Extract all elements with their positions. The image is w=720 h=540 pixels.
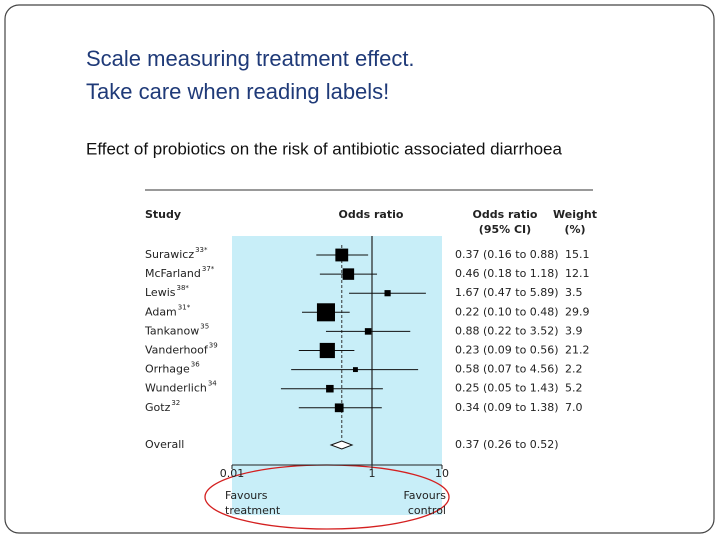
annotation: Favours [225,489,268,502]
study-name: Surawicz [145,248,194,261]
x-tick-label: 0.01 [220,467,245,480]
study-ref: 34 [208,380,217,388]
ci-label: 0.25 (0.05 to 1.43) [455,382,559,395]
header: Odds ratio [339,208,404,221]
study-name: McFarland [145,267,201,280]
weight-label: 7.0 [565,401,583,414]
weight-label: 15.1 [565,248,590,261]
study-name: Gotz [145,401,171,414]
weight-label: 5.2 [565,382,583,395]
ci-label: 0.46 (0.18 to 1.18) [455,267,559,280]
header: Odds ratio [473,208,538,221]
weight-label: 3.9 [565,324,583,337]
x-tick-label: 10 [435,467,449,480]
ci-label: 1.67 (0.47 to 5.89) [455,286,559,299]
slide-title: Take care when reading labels! [86,79,389,104]
study-name: Wunderlich [145,382,207,395]
study-name: Vanderhoof [145,344,209,357]
study-ref: 37* [202,265,215,273]
slide-title: Scale measuring treatment effect. [86,46,415,71]
estimate-square [342,268,355,280]
estimate-square [352,367,358,373]
estimate-square [319,342,335,359]
annotation: treatment [225,504,281,517]
ci-label: 0.37 (0.26 to 0.52) [455,438,559,451]
estimate-square [335,248,349,262]
estimate-square [326,384,334,393]
study-ref: 38* [177,284,190,292]
ci-label: 0.22 (0.10 to 0.48) [455,305,559,318]
chart-title: Effect of probiotics on the risk of anti… [86,139,562,158]
weight-label: 2.2 [565,363,583,376]
study-name: Overall [145,438,184,451]
annotation: Favours [403,489,446,502]
annotation: control [408,504,446,517]
study-name: Tankanow [144,324,199,337]
ci-label: 0.23 (0.09 to 0.56) [455,344,559,357]
weight-label: 3.5 [565,286,583,299]
ci-label: 0.37 (0.16 to 0.88) [455,248,559,261]
study-ref: 39 [209,342,218,350]
ci-label: 0.58 (0.07 to 4.56) [455,363,559,376]
study-ref: 33* [195,246,208,254]
estimate-square [364,328,372,335]
study-ref: 36 [191,361,200,369]
study-name: Lewis [145,286,176,299]
overall-diamond [329,440,354,450]
header: Study [145,208,181,221]
ci-label: 0.34 (0.09 to 1.38) [455,401,559,414]
study-ref: 35 [200,322,209,330]
estimate-square [334,403,344,413]
study-name: Adam [145,305,177,318]
header: (95% CI) [479,223,531,236]
ci-label: 0.88 (0.22 to 3.52) [455,324,559,337]
study-name: Orrhage [145,363,190,376]
header: Weight [553,208,597,221]
header: (%) [564,223,585,236]
estimate-square [384,290,391,297]
x-tick-label: 1 [369,467,376,480]
study-ref: 32 [171,399,180,407]
estimate-square [316,303,335,322]
weight-label: 12.1 [565,267,590,280]
weight-label: 21.2 [565,344,590,357]
study-ref: 31* [178,303,191,311]
weight-label: 29.9 [565,305,590,318]
